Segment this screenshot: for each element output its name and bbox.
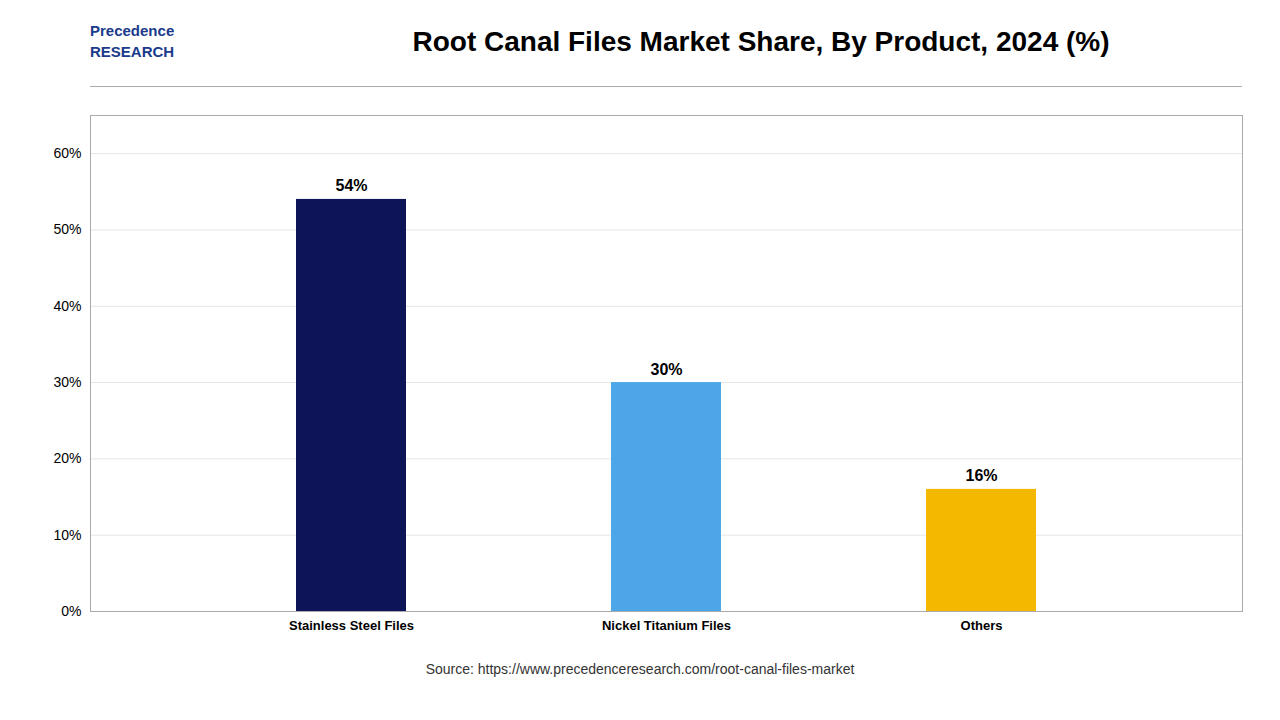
svg-text:54%: 54% [335, 177, 367, 194]
html-text:Root Canal Files Market Share,: Root Canal Files Market Share, By Produc… [412, 26, 1110, 57]
svg-text:60%: 60% [53, 145, 81, 161]
svg-text:20%: 20% [53, 450, 81, 466]
svg-text:Stainless Steel Files: Stainless Steel Files [289, 618, 414, 633]
html-text:Source: https://www.precedence: Source: https://www.precedenceresearch.c… [425, 661, 855, 677]
svg-text:30%: 30% [650, 361, 682, 378]
svg-text:50%: 50% [53, 221, 81, 237]
html-text:RESEARCH: RESEARCH [90, 43, 175, 60]
svg-text:40%: 40% [53, 298, 81, 314]
html-text:Precedence: Precedence [90, 22, 175, 39]
svg-text:30%: 30% [53, 374, 81, 390]
svg-text:16%: 16% [965, 467, 997, 484]
svg-text:Nickel Titanium Files: Nickel Titanium Files [602, 618, 731, 633]
svg-text:Others: Others [961, 618, 1003, 633]
svg-text:0%: 0% [61, 603, 81, 619]
svg-text:10%: 10% [53, 527, 81, 543]
